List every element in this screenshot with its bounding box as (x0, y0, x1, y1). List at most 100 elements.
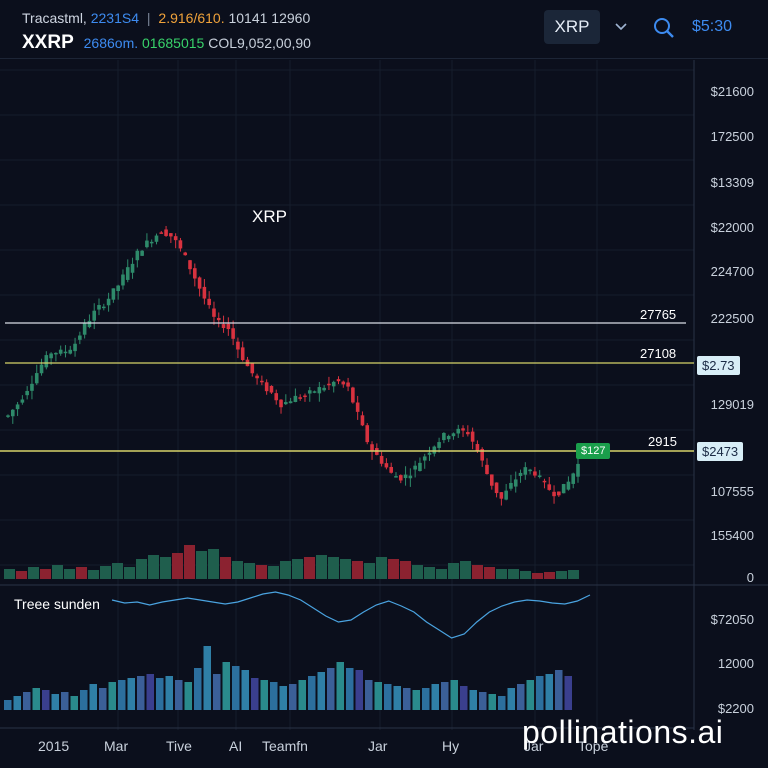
volume-bar (508, 569, 519, 579)
stat-value-c: 10141 12960 (228, 10, 311, 26)
candle-body (260, 380, 264, 383)
candle-body (111, 288, 116, 300)
volume-bar (172, 553, 183, 579)
volume-bar (232, 561, 243, 579)
candle-body (149, 241, 154, 244)
candle-body (63, 351, 68, 354)
candle-body (140, 250, 144, 256)
oscillator-bar (108, 682, 116, 710)
toolbar-divider (0, 58, 768, 59)
indicator-axis-label: $2200 (717, 701, 754, 716)
candle-body (523, 467, 528, 475)
candle-body (173, 236, 178, 241)
volume-bar (184, 545, 195, 579)
candle-body (442, 432, 446, 441)
oscillator-bar (526, 680, 534, 710)
oscillator-bar (555, 670, 563, 710)
candle-body (216, 317, 221, 321)
volume-bar (220, 557, 231, 579)
oscillator-bar (412, 690, 420, 710)
candle-body (202, 286, 207, 299)
stat-value-b: 2.916/610. (158, 10, 225, 26)
oscillator-bars (4, 646, 572, 710)
oscillator-bar (184, 682, 192, 710)
candle-body (188, 260, 192, 270)
volume-bar (496, 569, 507, 579)
price-axis-label: 222500 (710, 311, 754, 326)
oscillator-bar (355, 670, 363, 710)
oscillator-bar (403, 688, 411, 710)
price-axis-label: $21600 (710, 84, 754, 99)
candle-body (97, 305, 101, 310)
candle-body (20, 399, 25, 403)
oscillator-bar (156, 678, 164, 710)
volume-bar (376, 557, 387, 579)
candle-body (221, 324, 226, 329)
candle-body (475, 444, 480, 452)
oscillator-bar (365, 680, 373, 710)
candle-body (101, 306, 106, 309)
stat-volume: 2686om. (83, 35, 139, 51)
oscillator-bar (222, 662, 230, 710)
candle-body (370, 444, 374, 452)
oscillator-bar (507, 688, 515, 710)
candle-body (389, 466, 393, 473)
candle-body (250, 363, 255, 374)
candle-body (303, 395, 307, 398)
candle-body (537, 475, 542, 477)
price-axis-label: 155400 (710, 528, 754, 543)
candle-body (49, 353, 53, 359)
volume-bar (340, 559, 351, 579)
candle-body (121, 274, 125, 286)
time-axis-label: Tope (578, 738, 609, 754)
oscillator-bar (23, 692, 31, 710)
oscillator-bar (42, 690, 50, 710)
candle-body (193, 268, 197, 279)
volume-bar (124, 567, 135, 579)
last-price-tag: $127 (576, 443, 611, 459)
candle-body (73, 343, 77, 352)
time-axis-label: AI (229, 738, 243, 754)
candle-body (336, 379, 341, 382)
candle-body (231, 328, 235, 339)
chevron-down-icon[interactable] (612, 16, 630, 36)
oscillator-bar (346, 668, 354, 710)
indicator-label: Treee sunden (14, 596, 100, 612)
candle-body (68, 349, 73, 354)
time-axis-label: Teamfn (262, 738, 308, 754)
volume-bar (112, 563, 123, 579)
indicator-axis-label: 12000 (717, 656, 754, 671)
candle-body (6, 415, 10, 417)
oscillator-bar (488, 694, 496, 710)
candle-body (116, 285, 120, 292)
candle-body (557, 491, 561, 496)
stat-col: COL9,052,00,90 (208, 35, 311, 51)
symbol-select-button[interactable]: XRP (544, 10, 600, 44)
stat-separator: | (146, 10, 151, 26)
level-label-3: 2915 (648, 434, 677, 449)
oscillator-bar (4, 700, 12, 710)
oscillator-bar (127, 678, 135, 710)
candle-body (264, 382, 269, 392)
oscillator-bar (99, 688, 107, 710)
time-axis-label: 2015 (38, 738, 70, 754)
oscillator-bar (564, 676, 572, 710)
price-axis-label: 224700 (710, 264, 754, 279)
candle-body (279, 399, 283, 408)
symbol-title: XXRP (22, 32, 74, 53)
search-icon[interactable] (652, 16, 676, 40)
time-axis-label: Tive (166, 738, 192, 754)
candle-body (288, 401, 293, 404)
header-stats-line-1: Tracastml, 2231S4 | 2.916/610. 10141 129… (22, 10, 310, 26)
volume-bar (448, 563, 459, 579)
candle-body (351, 387, 355, 403)
candle-body (576, 463, 580, 477)
volume-bar (484, 567, 495, 579)
volume-bar (76, 567, 87, 579)
candle-body (159, 232, 164, 234)
price-axis-label: $13309 (710, 175, 754, 190)
oscillator-bar (336, 662, 344, 710)
candle-body (437, 442, 441, 448)
oscillator-bar (545, 674, 553, 710)
